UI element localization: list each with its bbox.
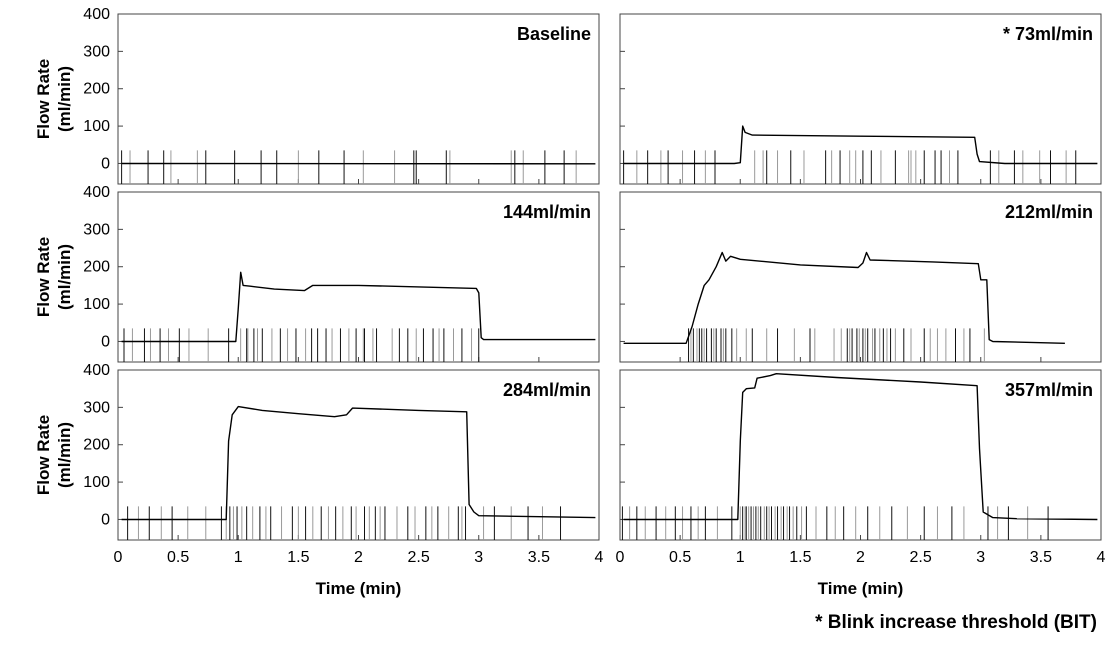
y-tick-label: 0 [101, 155, 110, 172]
x-tick-label: 0 [616, 549, 625, 566]
panel-title: Baseline [517, 24, 591, 44]
x-tick-label: 1.5 [287, 549, 309, 566]
panel-title: 144ml/min [503, 202, 591, 222]
bit-footnote: * Blink increase threshold (BIT) [815, 612, 1097, 633]
panel-3: 0 100 200 300 400 144ml/min Flow Rate (ml/min) [34, 184, 600, 363]
y-tick-label: 400 [83, 362, 110, 379]
flow-line [121, 271, 596, 343]
y-tick-label: 200 [83, 259, 110, 276]
y-axis-label-line: (ml/min) [55, 244, 74, 310]
y-axis-label-line: Flow Rate [34, 59, 53, 139]
panel-6: 0 0.5 1 1.5 2 2.5 3 3.5 4 357ml/min [616, 369, 1106, 566]
panel-title: 284ml/min [503, 380, 591, 400]
y-tick-label: 300 [83, 399, 110, 416]
y-tick-label: 100 [83, 118, 110, 135]
panel-2: * 73ml/min [619, 13, 1102, 185]
y-tick-label: 100 [83, 474, 110, 491]
flow-line [623, 251, 1065, 344]
y-tick-label: 100 [83, 296, 110, 313]
x-axis-label-2: Time (min) [818, 579, 904, 598]
flow-line [121, 405, 596, 521]
y-axis-label-line: Flow Rate [34, 415, 53, 495]
x-tick-label: 1 [234, 549, 243, 566]
y-tick-label: 300 [83, 221, 110, 238]
y-axis-label: Flow Rate (ml/min) [34, 415, 74, 495]
x-tick-label: 0 [114, 549, 123, 566]
y-tick-label: 400 [83, 6, 110, 23]
panel-title: 357ml/min [1005, 380, 1093, 400]
y-tick-label: 0 [101, 333, 110, 350]
y-tick-label: 0 [101, 511, 110, 528]
x-tick-label: 0.5 [669, 549, 691, 566]
y-axis-label: Flow Rate (ml/min) [34, 59, 74, 139]
y-axis-label-line: (ml/min) [55, 66, 74, 132]
x-tick-label: 1 [736, 549, 745, 566]
flow-line [623, 373, 1098, 521]
x-tick-label: 3.5 [528, 549, 550, 566]
x-tick-label: 2.5 [408, 549, 430, 566]
x-tick-label: 1.5 [789, 549, 811, 566]
y-axis-label: Flow Rate (ml/min) [34, 237, 74, 317]
x-tick-label: 0.5 [167, 549, 189, 566]
panel-1: 0 100 200 300 400 Baseline Flow Rate (ml/min) [34, 6, 600, 185]
x-tick-label: 2 [856, 549, 865, 566]
y-axis-label-line: (ml/min) [55, 422, 74, 488]
y-axis-label-line: Flow Rate [34, 237, 53, 317]
x-tick-label: 4 [595, 549, 604, 566]
y-tick-label: 200 [83, 437, 110, 454]
x-tick-label: 2.5 [910, 549, 932, 566]
x-tick-label: 3 [976, 549, 985, 566]
panel-title: 212ml/min [1005, 202, 1093, 222]
x-tick-label: 2 [354, 549, 363, 566]
panel-title: * 73ml/min [1003, 24, 1093, 44]
y-tick-label: 400 [83, 184, 110, 201]
y-tick-label: 200 [83, 81, 110, 98]
x-tick-label: 3 [474, 549, 483, 566]
panel-5: 0 100 200 300 400 0 0.5 1 1.5 2 2.5 3 3.5 4 284ml/min F… [34, 362, 604, 566]
y-tick-label: 300 [83, 43, 110, 60]
x-tick-label: 3.5 [1030, 549, 1052, 566]
x-tick-label: 4 [1097, 549, 1106, 566]
x-axis-label-1: Time (min) [316, 579, 402, 598]
flow-line [623, 125, 1098, 165]
panel-4: 212ml/min [619, 191, 1102, 363]
